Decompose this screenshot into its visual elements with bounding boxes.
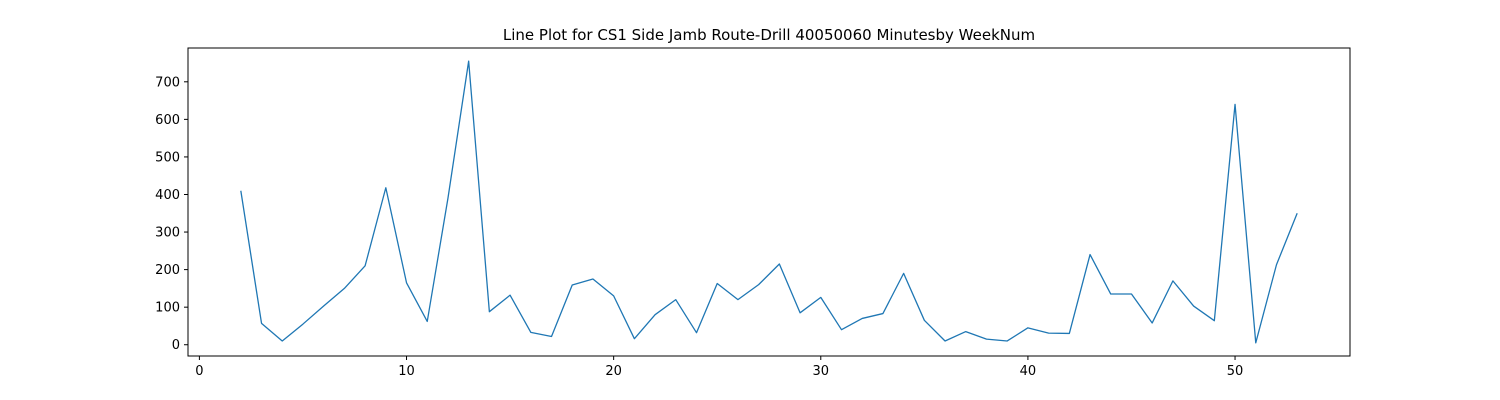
y-tick-label: 100 (155, 301, 180, 316)
x-tick-label: 10 (398, 364, 415, 379)
y-axis: 0 100 200 300 400 500 600 700 (155, 75, 188, 353)
x-tick-label: 0 (195, 364, 203, 379)
x-tick-label: 50 (1227, 364, 1244, 379)
x-tick-label: 20 (605, 364, 622, 379)
series-layer (240, 60, 1298, 344)
series-line-0 (240, 60, 1298, 344)
y-tick-label: 300 (155, 226, 180, 241)
x-tick-label: 30 (813, 364, 830, 379)
y-tick-label: 600 (155, 113, 180, 128)
y-tick-label: 400 (155, 188, 180, 203)
plot-frame (187, 47, 1351, 357)
x-tick-label: 40 (1020, 364, 1037, 379)
y-tick-label: 700 (155, 75, 180, 90)
y-tick-label: 200 (155, 263, 180, 278)
y-tick-label: 0 (172, 338, 180, 353)
x-axis: 0 10 20 30 40 50 (195, 356, 1243, 379)
y-tick-label: 500 (155, 150, 180, 165)
chart-title: Line Plot for CS1 Side Jamb Route-Drill … (503, 26, 1035, 44)
